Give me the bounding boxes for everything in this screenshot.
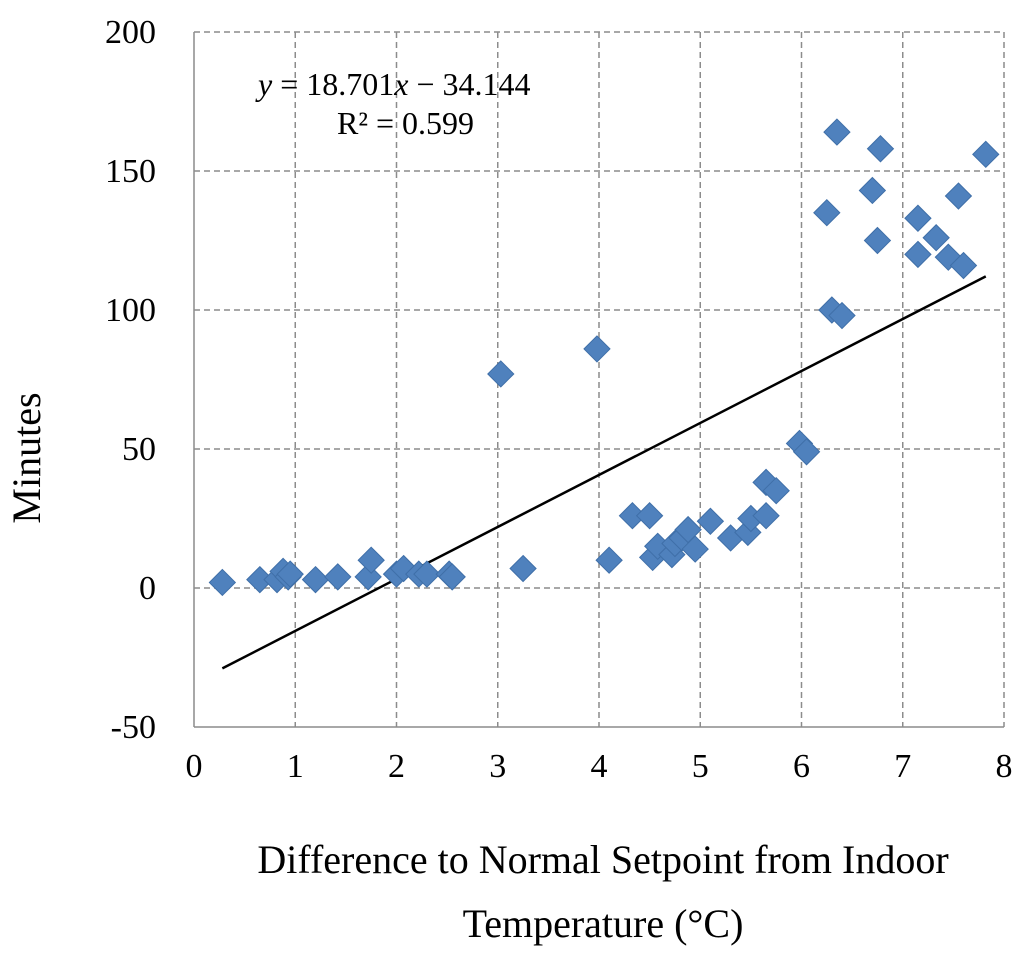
data-point — [509, 554, 537, 583]
data-point — [357, 546, 385, 574]
x-tick-label: 7 — [894, 748, 911, 785]
x-axis-title-line1: Difference to Normal Setpoint from Indoo… — [257, 837, 948, 882]
y-tick-label: 100 — [105, 292, 156, 329]
data-point — [866, 135, 895, 163]
data-point — [813, 198, 841, 227]
y-tick-label: 0 — [139, 570, 156, 607]
x-tick-label: 4 — [591, 748, 608, 785]
equation-intercept: − 34.144 — [408, 66, 530, 102]
equation-y-var: y — [255, 66, 273, 102]
data-point — [972, 140, 1000, 169]
x-tick-label: 5 — [692, 748, 709, 785]
y-tick-label: 150 — [105, 153, 156, 190]
equation-x-var: x — [393, 66, 408, 102]
data-point — [858, 176, 887, 205]
data-point — [922, 224, 950, 252]
x-axis-title-line2: Temperature (°C) — [463, 901, 744, 946]
trendline — [221, 275, 987, 670]
data-point — [792, 438, 821, 466]
gridlines — [194, 32, 1004, 727]
y-tick-labels: -50 0 50 100 150 200 — [105, 14, 156, 746]
data-point — [681, 535, 709, 563]
data-point — [413, 560, 441, 588]
trendline-layer — [221, 275, 987, 670]
plot-frame — [193, 31, 1005, 728]
data-point — [324, 563, 352, 591]
data-point — [762, 476, 790, 505]
data-point — [904, 204, 932, 232]
data-point — [208, 568, 237, 597]
data-point — [752, 502, 780, 530]
equation-slope: = 18.701 — [272, 66, 394, 102]
data-point — [487, 360, 515, 388]
r-squared-label: R² = 0.599 — [337, 105, 474, 141]
data-point — [863, 226, 892, 255]
x-tick-label: 8 — [996, 748, 1013, 785]
data-point — [944, 182, 973, 210]
data-point — [635, 502, 664, 530]
data-points — [208, 118, 1000, 597]
data-point — [828, 301, 856, 330]
data-point — [904, 240, 932, 269]
x-tick-label: 6 — [793, 748, 810, 785]
x-tick-label: 2 — [388, 748, 405, 785]
y-tick-label: 50 — [122, 431, 156, 468]
data-point — [438, 563, 466, 591]
trendline-equation: y = 18.701x − 34.144 — [255, 66, 531, 102]
x-tick-label: 0 — [186, 748, 203, 785]
data-point — [595, 546, 623, 574]
data-point — [823, 118, 851, 146]
data-point — [301, 565, 330, 594]
data-point — [696, 507, 725, 535]
x-tick-label: 3 — [489, 748, 506, 785]
y-tick-label: 200 — [105, 14, 156, 51]
y-axis-title: Minutes — [4, 392, 49, 523]
x-tick-labels: 0 1 2 3 4 5 6 7 8 — [186, 748, 1013, 785]
x-tick-label: 1 — [287, 748, 304, 785]
data-point — [583, 335, 611, 363]
data-point — [276, 560, 304, 588]
y-tick-label: -50 — [111, 709, 156, 746]
data-point — [949, 251, 978, 280]
